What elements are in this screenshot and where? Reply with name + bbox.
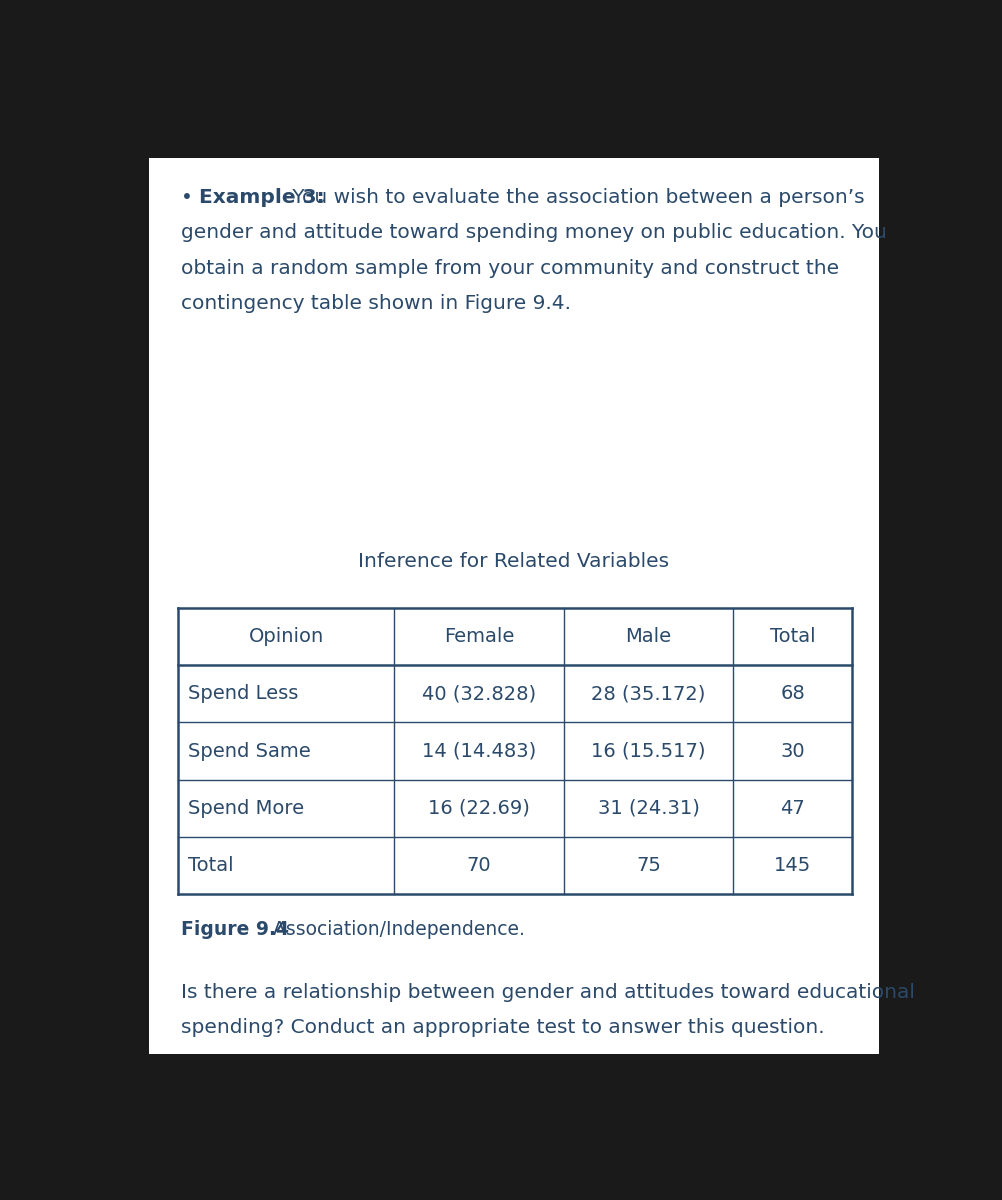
Text: 145: 145 <box>774 856 811 875</box>
Text: 28 (35.172): 28 (35.172) <box>591 684 705 703</box>
Text: 40 (32.828): 40 (32.828) <box>422 684 536 703</box>
Text: Figure 9.4: Figure 9.4 <box>181 920 289 940</box>
Text: You wish to evaluate the association between a person’s: You wish to evaluate the association bet… <box>286 188 864 208</box>
Text: Female: Female <box>444 626 514 646</box>
Text: 14 (14.483): 14 (14.483) <box>422 742 536 761</box>
Text: Is there a relationship between gender and attitudes toward educational: Is there a relationship between gender a… <box>181 983 914 1002</box>
Text: Spend More: Spend More <box>188 799 305 818</box>
Text: 47: 47 <box>780 799 805 818</box>
Text: Total: Total <box>770 626 815 646</box>
Text: Spend Same: Spend Same <box>188 742 311 761</box>
Text: Example 3:: Example 3: <box>199 188 325 208</box>
Text: 75: 75 <box>635 856 660 875</box>
Text: 68: 68 <box>780 684 805 703</box>
Text: 31 (24.31): 31 (24.31) <box>597 799 698 818</box>
FancyBboxPatch shape <box>148 158 879 1054</box>
Text: 30: 30 <box>780 742 805 761</box>
Text: 16 (15.517): 16 (15.517) <box>591 742 705 761</box>
Text: Male: Male <box>625 626 671 646</box>
Text: Spend Less: Spend Less <box>188 684 299 703</box>
Text: Total: Total <box>188 856 233 875</box>
Text: 70: 70 <box>466 856 491 875</box>
Text: •: • <box>181 188 199 208</box>
Text: gender and attitude toward spending money on public education. You: gender and attitude toward spending mone… <box>181 223 887 242</box>
Text: Inference for Related Variables: Inference for Related Variables <box>358 552 669 571</box>
Text: Opinion: Opinion <box>248 626 324 646</box>
Text: contingency table shown in Figure 9.4.: contingency table shown in Figure 9.4. <box>181 294 571 313</box>
Text: 16 (22.69): 16 (22.69) <box>428 799 530 818</box>
Text: spending? Conduct an appropriate test to answer this question.: spending? Conduct an appropriate test to… <box>181 1018 824 1037</box>
Text: Association/Independence.: Association/Independence. <box>255 920 524 940</box>
Text: obtain a random sample from your community and construct the: obtain a random sample from your communi… <box>181 258 839 277</box>
